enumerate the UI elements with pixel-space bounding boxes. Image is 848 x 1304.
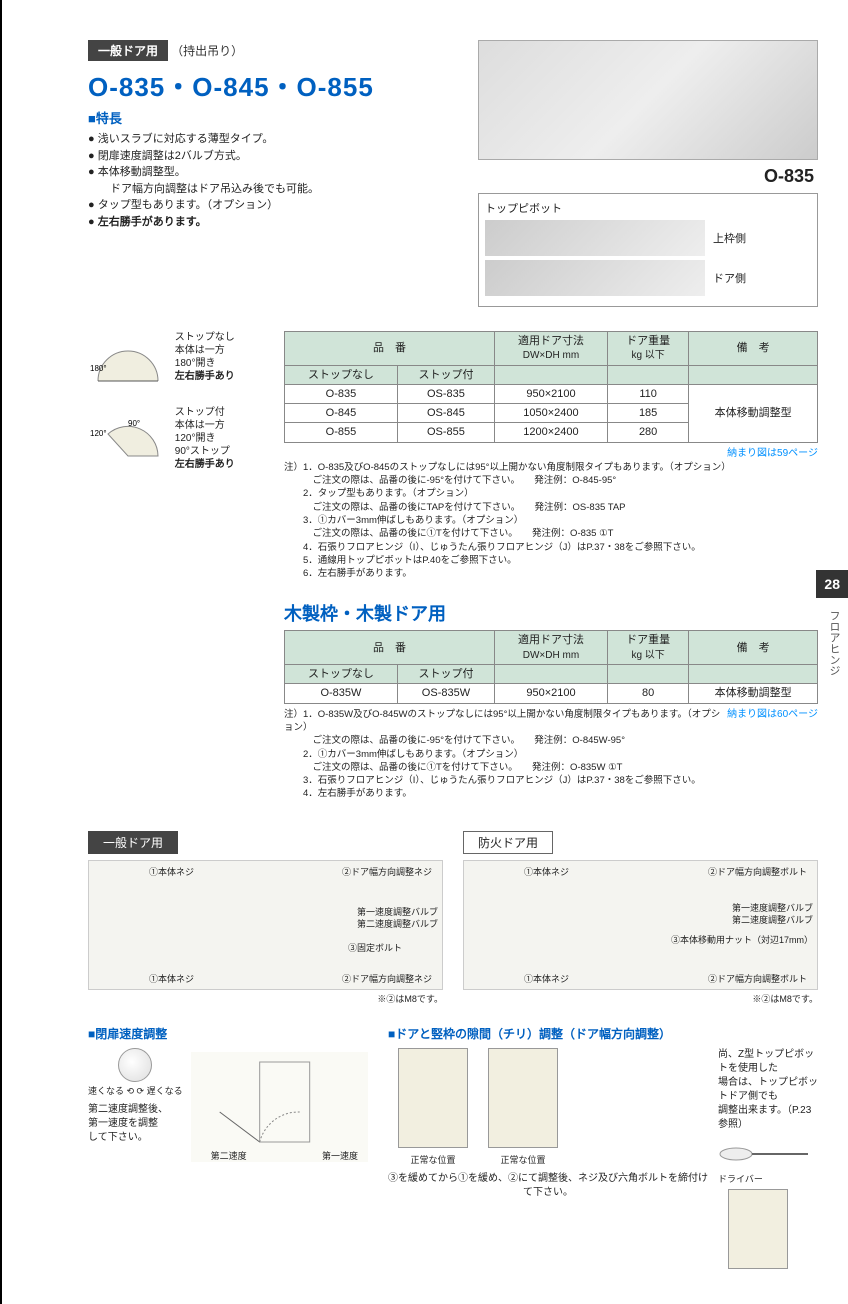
th: ドア重量kg 以下 (607, 631, 688, 665)
adjust-heading-2: ■ドアと竪枠の隙間（チリ）調整（ドア幅方向調整） (388, 1025, 818, 1042)
diag-note: ※②はM8です。 (463, 992, 818, 1005)
swing-text: 本体は一方 (175, 345, 225, 356)
notes-1: 納まり図は59ページ 注）1．O-835及びO-845のストップなしには95°以… (284, 447, 818, 581)
svg-text:120°: 120° (90, 429, 107, 438)
pivot-upper-label: 上枠側 (713, 230, 746, 246)
pivot-title: トップピボット (485, 200, 811, 216)
adjust-text-2: ③を緩めてから①を緩め、②にて調整後、ネジ及び六角ボルトを締付けて下さい。 (388, 1172, 708, 1200)
swing-nostop-icon: 180° (88, 331, 168, 391)
category-badge: 一般ドア用 (88, 40, 168, 61)
speed-knob-icon (118, 1048, 152, 1082)
page-number-tab: 28 (816, 570, 848, 598)
swing-text: 本体は一方 (175, 420, 225, 431)
th: ストップ付 (397, 365, 494, 384)
th: ドア重量kg 以下 (607, 332, 688, 366)
door-diagram (398, 1048, 468, 1148)
section2-title: 木製枠・木製ドア用 (284, 600, 818, 626)
swing-text: 左右勝手あり (175, 459, 235, 470)
th: 品 番 (285, 631, 495, 665)
swing-text: 左右勝手あり (175, 371, 235, 382)
th: ストップなし (285, 365, 398, 384)
ref-link: 納まり図は59ページ (727, 447, 818, 461)
th: ストップ付 (397, 665, 494, 684)
th: 適用ドア寸法DW×DH mm (495, 332, 608, 366)
swing-text: ストップ付 (175, 407, 225, 418)
pivot-door-image (485, 260, 705, 296)
feature-subitem: ドア幅方向調整はドア吊込み後でも可能。 (88, 181, 388, 198)
product-title: O-835・O-845・O-855 (88, 67, 388, 104)
mech-diagram-general: ①本体ネジ ②ドア幅方向調整ネジ 第一速度調整バルブ 第二速度調整バルブ ③固定… (88, 860, 443, 990)
th: 品 番 (285, 332, 495, 366)
features-heading: ■特長 (88, 108, 388, 127)
pivot-door-label: ドア側 (713, 270, 746, 286)
swing-stop-icon: 120° 90° (88, 406, 168, 466)
swing-text: 90°ストップ (175, 446, 230, 457)
door-diagram (488, 1048, 558, 1148)
svg-text:180°: 180° (90, 364, 107, 373)
table-row: O-835WOS-835W 950×210080 本体移動調整型 (285, 684, 818, 703)
speed-adjust-diagram: 第二速度 第一速度 (191, 1052, 368, 1162)
feature-item: 左右勝手があります。 (88, 214, 388, 231)
table-row: O-835OS-835 950×2100110 本体移動調整型 (285, 384, 818, 403)
diag-title-general: 一般ドア用 (88, 831, 178, 854)
product-image (478, 40, 818, 160)
spec-table-2: 品 番 適用ドア寸法DW×DH mm ドア重量kg 以下 備 考 ストップなし … (284, 630, 818, 703)
feature-item: タップ型もあります。（オプション） (88, 197, 388, 214)
spec-table-1: 品 番 適用ドア寸法DW×DH mm ドア重量kg 以下 備 考 ストップなし … (284, 331, 818, 443)
pivot-upper-image (485, 220, 705, 256)
product-image-label: O-835 (408, 166, 814, 187)
category-sub: （持出吊り） (171, 44, 243, 58)
feature-item: 浅いスラブに対応する薄型タイプ。 (88, 131, 388, 148)
features-list: 浅いスラブに対応する薄型タイプ。 閉扉速度調整は2バルブ方式。 本体移動調整型。… (88, 131, 388, 230)
th: 備 考 (689, 332, 818, 366)
swing-text: 120°開き (175, 433, 216, 444)
mech-diagram-fire: ①本体ネジ ②ドア幅方向調整ボルト 第一速度調整バルブ 第二速度調整バルブ ③本… (463, 860, 818, 990)
svg-text:90°: 90° (128, 419, 140, 428)
feature-item: 閉扉速度調整は2バルブ方式。 (88, 148, 388, 165)
door-diagram (728, 1189, 788, 1269)
th: 適用ドア寸法DW×DH mm (495, 631, 608, 665)
ref-link: 納まり図は60ページ (727, 708, 818, 722)
adjust-heading-1: ■閉扉速度調整 (88, 1025, 368, 1042)
page-section-label: フロアヒンジ (826, 610, 842, 676)
th: ストップなし (285, 665, 398, 684)
top-pivot-box: トップピボット 上枠側 ドア側 (478, 193, 818, 307)
diag-title-fire: 防火ドア用 (463, 831, 553, 854)
swing-text: ストップなし (175, 332, 235, 343)
swing-diagrams: 180° ストップなし 本体は一方 180°開き 左右勝手あり 120° 90°… (88, 331, 268, 483)
notes-2: 納まり図は60ページ 注）1．O-835W及びO-845Wのストップなしには95… (284, 708, 818, 801)
swing-text: 180°開き (175, 358, 216, 369)
diag-note: ※②はM8です。 (88, 992, 443, 1005)
feature-item: 本体移動調整型。 (88, 164, 388, 181)
th: 備 考 (689, 631, 818, 665)
screwdriver-icon (718, 1142, 818, 1166)
